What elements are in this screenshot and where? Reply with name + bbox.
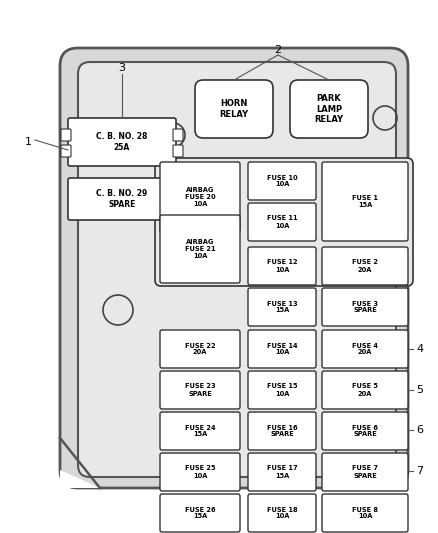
Text: FUSE 17
15A: FUSE 17 15A	[267, 465, 297, 479]
Text: FUSE 15
10A: FUSE 15 10A	[267, 384, 297, 397]
FancyBboxPatch shape	[160, 453, 240, 491]
FancyBboxPatch shape	[160, 162, 240, 232]
Text: 4: 4	[417, 344, 424, 354]
FancyBboxPatch shape	[61, 129, 71, 141]
FancyBboxPatch shape	[248, 453, 316, 491]
Text: FUSE 3
SPARE: FUSE 3 SPARE	[352, 301, 378, 313]
Text: FUSE 10
10A: FUSE 10 10A	[267, 174, 297, 188]
FancyBboxPatch shape	[322, 453, 408, 491]
Text: FUSE 13
15A: FUSE 13 15A	[267, 301, 297, 313]
FancyBboxPatch shape	[173, 129, 183, 141]
FancyBboxPatch shape	[160, 494, 240, 532]
FancyBboxPatch shape	[155, 158, 413, 286]
FancyBboxPatch shape	[248, 162, 316, 200]
Text: C. B. NO. 28
25A: C. B. NO. 28 25A	[96, 132, 148, 152]
Polygon shape	[60, 470, 100, 488]
Text: AIRBAG
FUSE 21
10A: AIRBAG FUSE 21 10A	[185, 239, 215, 259]
Text: C. B. NO. 29
SPARE: C. B. NO. 29 SPARE	[96, 189, 148, 209]
Text: FUSE 4
20A: FUSE 4 20A	[352, 343, 378, 356]
Text: FUSE 22
20A: FUSE 22 20A	[185, 343, 215, 356]
FancyBboxPatch shape	[160, 371, 240, 409]
FancyBboxPatch shape	[68, 118, 176, 166]
FancyBboxPatch shape	[322, 247, 408, 285]
Text: HORN
RELAY: HORN RELAY	[219, 99, 248, 119]
Text: 6: 6	[417, 425, 424, 435]
FancyBboxPatch shape	[322, 162, 408, 241]
Text: 2: 2	[275, 45, 282, 55]
Text: PARK
LAMP
RELAY: PARK LAMP RELAY	[314, 94, 343, 124]
FancyBboxPatch shape	[173, 145, 183, 157]
Text: FUSE 12
10A: FUSE 12 10A	[267, 260, 297, 272]
Text: AIRBAG
FUSE 20
10A: AIRBAG FUSE 20 10A	[185, 187, 215, 207]
Text: FUSE 16
SPARE: FUSE 16 SPARE	[267, 424, 297, 438]
Text: FUSE 8
10A: FUSE 8 10A	[352, 506, 378, 520]
FancyBboxPatch shape	[60, 48, 408, 488]
FancyBboxPatch shape	[61, 145, 71, 157]
FancyBboxPatch shape	[322, 412, 408, 450]
Text: 5: 5	[417, 385, 424, 395]
FancyBboxPatch shape	[160, 330, 240, 368]
Text: FUSE 5
20A: FUSE 5 20A	[352, 384, 378, 397]
FancyBboxPatch shape	[322, 288, 408, 326]
FancyBboxPatch shape	[248, 330, 316, 368]
FancyBboxPatch shape	[248, 494, 316, 532]
FancyBboxPatch shape	[195, 80, 273, 138]
FancyBboxPatch shape	[322, 330, 408, 368]
FancyBboxPatch shape	[160, 412, 240, 450]
Text: 1: 1	[25, 137, 32, 147]
Text: FUSE 24
15A: FUSE 24 15A	[185, 424, 215, 438]
FancyBboxPatch shape	[68, 178, 176, 220]
Text: FUSE 2
20A: FUSE 2 20A	[352, 260, 378, 272]
Text: FUSE 6
SPARE: FUSE 6 SPARE	[352, 424, 378, 438]
Text: FUSE 1
15A: FUSE 1 15A	[352, 195, 378, 208]
Text: FUSE 18
10A: FUSE 18 10A	[267, 506, 297, 520]
Text: FUSE 11
10A: FUSE 11 10A	[267, 215, 297, 229]
Text: FUSE 25
10A: FUSE 25 10A	[185, 465, 215, 479]
FancyBboxPatch shape	[248, 247, 316, 285]
FancyBboxPatch shape	[248, 412, 316, 450]
FancyBboxPatch shape	[290, 80, 368, 138]
Text: FUSE 14
10A: FUSE 14 10A	[267, 343, 297, 356]
FancyBboxPatch shape	[248, 371, 316, 409]
FancyBboxPatch shape	[248, 288, 316, 326]
FancyBboxPatch shape	[322, 371, 408, 409]
FancyBboxPatch shape	[160, 215, 240, 283]
FancyBboxPatch shape	[322, 494, 408, 532]
Text: 7: 7	[417, 466, 424, 476]
Text: FUSE 7
SPARE: FUSE 7 SPARE	[352, 465, 378, 479]
Text: FUSE 23
SPARE: FUSE 23 SPARE	[185, 384, 215, 397]
Text: 3: 3	[119, 63, 126, 73]
FancyBboxPatch shape	[248, 203, 316, 241]
Text: FUSE 26
15A: FUSE 26 15A	[185, 506, 215, 520]
FancyBboxPatch shape	[78, 62, 396, 477]
